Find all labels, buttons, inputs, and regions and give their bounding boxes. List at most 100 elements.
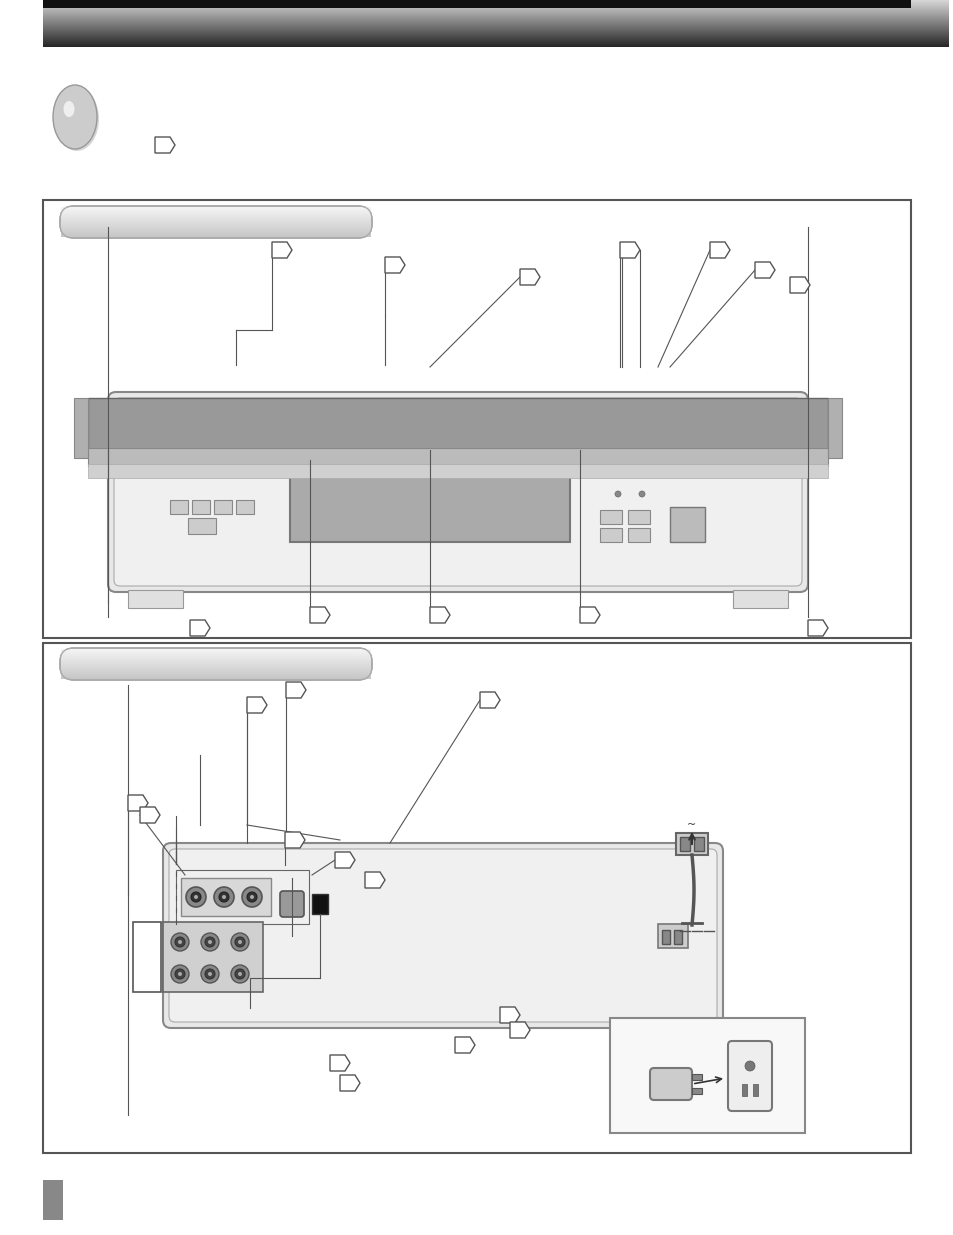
Bar [676, 832, 707, 855]
Circle shape [171, 965, 189, 983]
Bar [163, 923, 263, 992]
Circle shape [222, 895, 226, 899]
Bar [679, 837, 689, 851]
Polygon shape [339, 1074, 359, 1091]
Polygon shape [499, 1007, 519, 1023]
Bar [673, 930, 681, 944]
Bar [693, 837, 703, 851]
Ellipse shape [55, 86, 99, 151]
Bar [627, 510, 649, 524]
Bar [43, 0, 910, 7]
Circle shape [174, 937, 185, 947]
Bar [741, 1084, 746, 1095]
FancyBboxPatch shape [60, 206, 372, 238]
FancyBboxPatch shape [649, 1068, 691, 1100]
Polygon shape [579, 606, 599, 622]
Circle shape [231, 965, 249, 983]
Polygon shape [754, 262, 774, 278]
Circle shape [237, 972, 242, 976]
Bar [627, 529, 649, 542]
Bar [290, 452, 569, 542]
Ellipse shape [53, 85, 97, 149]
Polygon shape [479, 692, 499, 708]
FancyBboxPatch shape [280, 890, 304, 918]
Bar [658, 924, 687, 948]
Bar [661, 930, 669, 944]
Polygon shape [709, 242, 729, 258]
Bar [691, 1074, 701, 1079]
Circle shape [201, 932, 219, 951]
Circle shape [242, 887, 262, 906]
FancyBboxPatch shape [113, 398, 801, 585]
FancyBboxPatch shape [727, 1041, 771, 1112]
Circle shape [205, 937, 214, 947]
Polygon shape [385, 257, 405, 273]
Bar [827, 398, 841, 458]
Polygon shape [272, 242, 292, 258]
Circle shape [208, 972, 212, 976]
Polygon shape [190, 620, 210, 636]
Polygon shape [154, 137, 174, 153]
Circle shape [615, 492, 620, 496]
Polygon shape [789, 277, 809, 293]
Circle shape [191, 892, 201, 902]
Polygon shape [247, 697, 267, 713]
Circle shape [174, 969, 185, 979]
Polygon shape [128, 795, 148, 811]
Bar [175, 869, 309, 924]
Polygon shape [430, 606, 450, 622]
Bar [132, 923, 161, 992]
Circle shape [193, 895, 198, 899]
Polygon shape [140, 806, 160, 823]
Polygon shape [310, 606, 330, 622]
Circle shape [744, 1061, 754, 1071]
FancyBboxPatch shape [163, 844, 722, 1028]
Ellipse shape [56, 90, 93, 144]
Polygon shape [286, 682, 306, 698]
Polygon shape [519, 269, 539, 285]
Circle shape [205, 969, 214, 979]
Bar [691, 1088, 701, 1094]
Circle shape [250, 895, 253, 899]
Polygon shape [330, 1055, 350, 1071]
Bar [128, 590, 183, 608]
Ellipse shape [64, 101, 74, 117]
Bar [88, 464, 827, 478]
Polygon shape [455, 1037, 475, 1053]
Circle shape [231, 932, 249, 951]
Polygon shape [807, 620, 827, 636]
Circle shape [208, 940, 212, 944]
Circle shape [639, 492, 644, 496]
Circle shape [247, 892, 256, 902]
Bar [181, 878, 271, 916]
Bar [752, 1084, 758, 1095]
Circle shape [237, 940, 242, 944]
Bar [599, 529, 621, 542]
Bar [192, 500, 210, 514]
Bar [43, 1179, 63, 1220]
Circle shape [234, 969, 245, 979]
Bar [312, 894, 328, 914]
Polygon shape [365, 872, 385, 888]
Circle shape [186, 887, 206, 906]
Bar [74, 398, 88, 458]
Ellipse shape [61, 96, 90, 138]
Polygon shape [619, 242, 639, 258]
Circle shape [178, 940, 182, 944]
Polygon shape [510, 1023, 530, 1037]
Circle shape [171, 932, 189, 951]
Bar [170, 500, 188, 514]
Circle shape [213, 887, 233, 906]
Bar [88, 448, 827, 466]
Bar [599, 510, 621, 524]
Bar [235, 500, 253, 514]
Text: ~: ~ [687, 820, 696, 830]
FancyBboxPatch shape [108, 391, 807, 592]
Bar [213, 500, 232, 514]
Ellipse shape [53, 85, 97, 149]
Polygon shape [335, 852, 355, 868]
FancyBboxPatch shape [169, 848, 717, 1023]
Bar [43, 643, 910, 1153]
Circle shape [234, 937, 245, 947]
Bar [43, 200, 910, 638]
